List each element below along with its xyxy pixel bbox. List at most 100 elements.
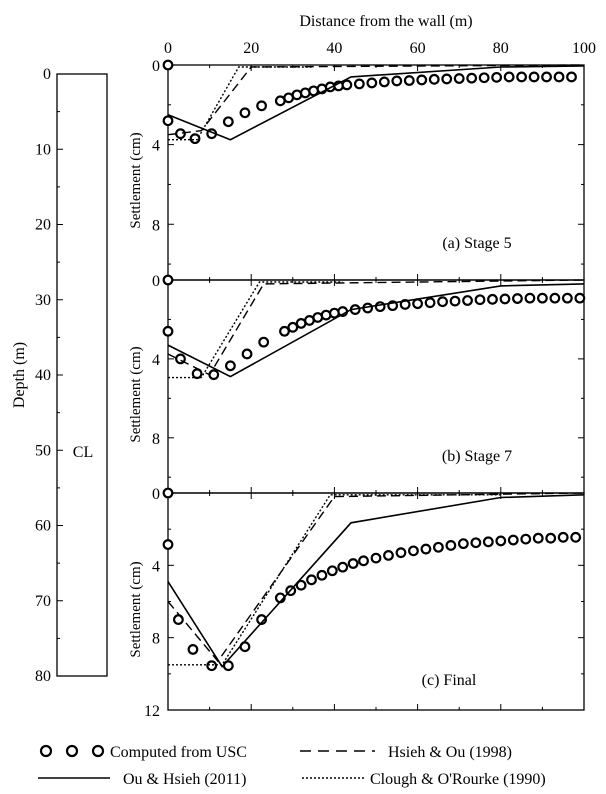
- data-point: [420, 543, 432, 555]
- depth-column: 0 10 20 30 40 50 60 70 80 Depth (m) CL: [11, 66, 108, 685]
- data-point: [224, 360, 236, 372]
- data-point: [337, 561, 349, 573]
- legend-label-hsieh-ou: Hsieh & Ou (1998): [388, 744, 512, 761]
- data-point: [428, 73, 440, 85]
- data-point: [162, 115, 174, 127]
- data-point: [457, 538, 469, 550]
- data-point: [507, 534, 519, 546]
- data-point: [433, 541, 444, 553]
- data-point: [491, 71, 503, 83]
- data-point: [291, 89, 303, 101]
- legend-label-usc: Computed from USC: [110, 744, 247, 761]
- data-point: [162, 487, 174, 499]
- depth-tick-label: 60: [35, 518, 51, 535]
- data-point: [320, 309, 332, 321]
- data-point: [503, 71, 515, 83]
- legend-label-ou-hsieh: Ou & Hsieh (2011): [123, 771, 246, 788]
- data-point: [162, 539, 174, 550]
- y-tick-label: 0: [152, 273, 160, 290]
- data-point: [222, 116, 234, 128]
- data-point: [256, 614, 268, 625]
- data-point: [482, 536, 494, 548]
- panel-2: 0 4 8 Settlement (cm) (b) Stage 7: [128, 273, 586, 494]
- data-point: [358, 555, 369, 567]
- y-tick-label: 0: [152, 58, 160, 75]
- data-point: [545, 532, 557, 544]
- data-point: [287, 321, 299, 333]
- data-point: [557, 531, 569, 543]
- data-point: [366, 77, 378, 89]
- legend-marker-circle: [91, 744, 105, 758]
- data-point: [222, 660, 234, 672]
- series-line-dashed: [167, 64, 585, 136]
- data-point: [329, 307, 340, 319]
- data-point: [487, 293, 498, 305]
- series-line-solid: [167, 494, 585, 668]
- top-tick-label: 20: [243, 40, 259, 57]
- data-point: [353, 78, 365, 90]
- data-point: [378, 76, 390, 88]
- data-point: [553, 71, 565, 83]
- data-point: [495, 535, 507, 547]
- depth-tick-label: 40: [35, 367, 51, 384]
- data-point: [524, 292, 536, 304]
- data-point: [403, 75, 415, 86]
- data-point: [549, 292, 561, 304]
- data-point: [537, 292, 548, 304]
- data-point: [478, 72, 490, 84]
- depth-tick-label: 70: [35, 593, 51, 610]
- series-line-dotted: [168, 494, 501, 666]
- depth-tick-label: 0: [43, 66, 51, 83]
- legend-label-clough: Clough & O'Rourke (1990): [370, 771, 546, 788]
- data-point: [189, 133, 201, 145]
- data-point: [412, 298, 424, 310]
- data-point: [520, 533, 532, 545]
- data-point: [445, 540, 457, 551]
- data-point: [279, 325, 290, 337]
- y-tick-label: 4: [152, 138, 160, 155]
- y-tick-label: 0: [152, 486, 160, 503]
- data-point: [258, 336, 270, 348]
- data-point: [424, 297, 436, 309]
- panel-title: (c) Final: [422, 672, 477, 689]
- top-tick-label: 0: [164, 40, 172, 57]
- data-point: [499, 293, 511, 305]
- panel-title: (b) Stage 7: [442, 448, 512, 465]
- data-point: [391, 75, 403, 87]
- series-line-solid: [167, 65, 585, 141]
- y-axis-label: Settlement (cm): [128, 346, 144, 442]
- soil-label: CL: [73, 444, 93, 461]
- settlement-panels: 0 4 8 Settlement (cm) (a) Stage 5 0 4 8 Settleme…: [128, 58, 586, 720]
- data-point: [299, 87, 311, 99]
- data-point: [374, 301, 386, 313]
- data-point: [416, 74, 428, 86]
- plot-frame: [167, 492, 585, 711]
- data-point: [474, 294, 486, 306]
- data-point: [308, 85, 320, 97]
- depth-tick-label: 20: [35, 217, 51, 234]
- y-tick-label: 8: [152, 631, 160, 648]
- data-point: [175, 128, 186, 140]
- y-tick-label: 12: [144, 703, 160, 720]
- legend-marker-circle: [39, 744, 53, 758]
- y-tick-label: 4: [152, 558, 160, 575]
- data-point: [206, 660, 218, 672]
- y-tick-label: 4: [152, 352, 160, 369]
- data-point: [341, 79, 353, 91]
- depth-tick-label: 30: [35, 292, 51, 309]
- data-point: [449, 295, 461, 307]
- data-point: [370, 552, 382, 564]
- legend: Computed from USC Hsieh & Ou (1998) Ou & H…: [38, 744, 546, 788]
- data-point: [306, 574, 317, 586]
- series-line-solid: [167, 283, 585, 378]
- top-tick-label: 100: [572, 40, 596, 57]
- data-point: [399, 299, 411, 310]
- data-point: [295, 579, 307, 591]
- data-point: [241, 348, 253, 360]
- depth-tick-label: 80: [35, 668, 51, 685]
- top-axis-label: Distance from the wall (m): [299, 13, 472, 30]
- depth-tick-label: 10: [35, 141, 51, 158]
- series-line-dashed: [167, 279, 585, 376]
- data-point: [541, 71, 552, 83]
